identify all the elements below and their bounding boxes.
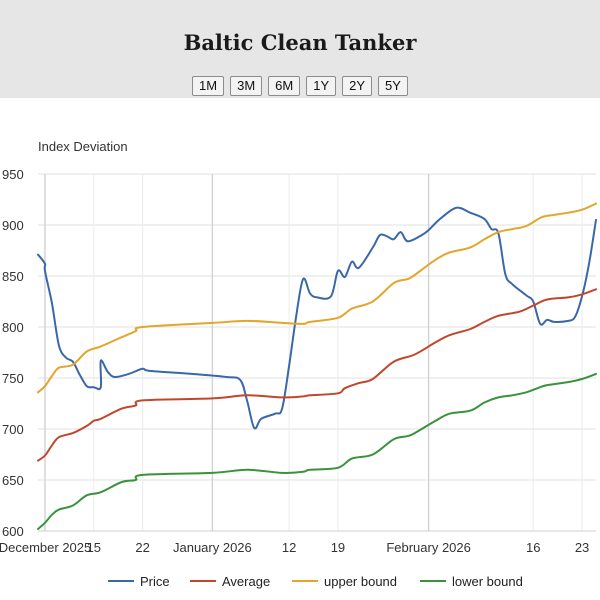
y-tick-label: 900 (2, 218, 24, 233)
chart-header: Baltic Clean Tanker 1M 3M 6M 1Y 2Y 5Y (0, 0, 600, 98)
legend-item-lower-bound[interactable]: lower bound (420, 574, 523, 589)
y-tick-label: 650 (2, 473, 24, 488)
series-line-upper-bound[interactable] (37, 202, 597, 394)
series-line-price[interactable] (37, 206, 597, 430)
x-tick-label: 23 (575, 540, 589, 555)
x-tick-label: December 2025 (0, 540, 91, 555)
legend-item-average[interactable]: Average (190, 574, 270, 589)
x-tick-label: 19 (331, 540, 345, 555)
range-button-2y[interactable]: 2Y (342, 76, 373, 96)
legend-label: Price (140, 574, 170, 589)
range-button-6m[interactable]: 6M (268, 76, 301, 96)
series-line-average[interactable] (37, 288, 597, 462)
range-selector: 1M 3M 6M 1Y 2Y 5Y (0, 76, 600, 96)
legend-item-upper-bound[interactable]: upper bound (292, 574, 397, 589)
y-tick-label: 850 (2, 269, 24, 284)
legend-label: upper bound (324, 574, 397, 589)
y-axis-label: Index Deviation (38, 139, 128, 154)
series-lines (37, 202, 597, 530)
y-tick-label: 950 (2, 167, 24, 182)
x-tick-label: 16 (526, 540, 540, 555)
x-tick-label: February 2026 (386, 540, 471, 555)
range-button-5y[interactable]: 5Y (378, 76, 408, 96)
y-axis-ticks: 600 650 700 750 800 850 900 950 (2, 167, 24, 539)
legend-item-price[interactable]: Price (108, 574, 170, 589)
range-button-1m[interactable]: 1M (192, 76, 225, 96)
legend: Price Average upper bound lower bound (108, 574, 523, 589)
series-line-lower-bound[interactable] (37, 372, 597, 530)
grid-lines (38, 173, 596, 532)
chart-title: Baltic Clean Tanker (183, 30, 417, 55)
y-tick-label: 800 (2, 320, 24, 335)
range-button-3m[interactable]: 3M (230, 76, 263, 96)
y-tick-label: 750 (2, 371, 24, 386)
range-button-1y[interactable]: 1Y (306, 76, 337, 96)
x-tick-label: 12 (282, 540, 296, 555)
legend-label: lower bound (452, 574, 523, 589)
legend-label: Average (222, 574, 270, 589)
x-tick-label: January 2026 (173, 540, 252, 555)
x-tick-label: 15 (87, 540, 101, 555)
y-tick-label: 600 (2, 524, 24, 539)
x-tick-label: 22 (135, 540, 149, 555)
y-tick-label: 700 (2, 422, 24, 437)
